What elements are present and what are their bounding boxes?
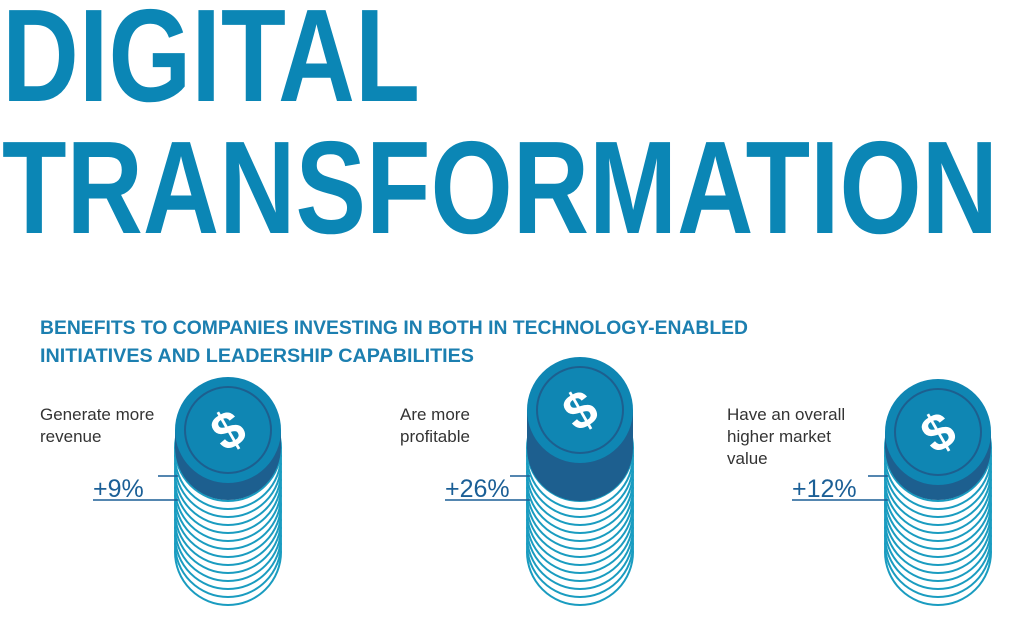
- coin-inner: [536, 366, 624, 454]
- item-label: profitable: [400, 427, 470, 446]
- coin-inner: [184, 386, 272, 474]
- item-label: Generate more: [40, 405, 154, 424]
- item-label: higher market: [727, 427, 831, 446]
- item-value: +26%: [445, 475, 510, 503]
- item-label: revenue: [40, 427, 101, 446]
- subtitle-line: INITIATIVES AND LEADERSHIP CAPABILITIES: [40, 346, 474, 367]
- coin-face: [527, 357, 633, 463]
- coin-inner: [894, 388, 982, 476]
- item-label: Are more: [400, 405, 470, 424]
- title-line: DIGITAL: [2, 0, 420, 129]
- title-line: TRANSFORMATION: [2, 114, 998, 261]
- item-value: +12%: [792, 475, 857, 503]
- item-label: value: [727, 449, 768, 468]
- coin-face: [175, 377, 281, 483]
- subtitle-line: BENEFITS TO COMPANIES INVESTING IN BOTH …: [40, 318, 748, 339]
- item-label: Have an overall: [727, 405, 845, 424]
- coin-face: [885, 379, 991, 485]
- item-value: +9%: [93, 475, 144, 503]
